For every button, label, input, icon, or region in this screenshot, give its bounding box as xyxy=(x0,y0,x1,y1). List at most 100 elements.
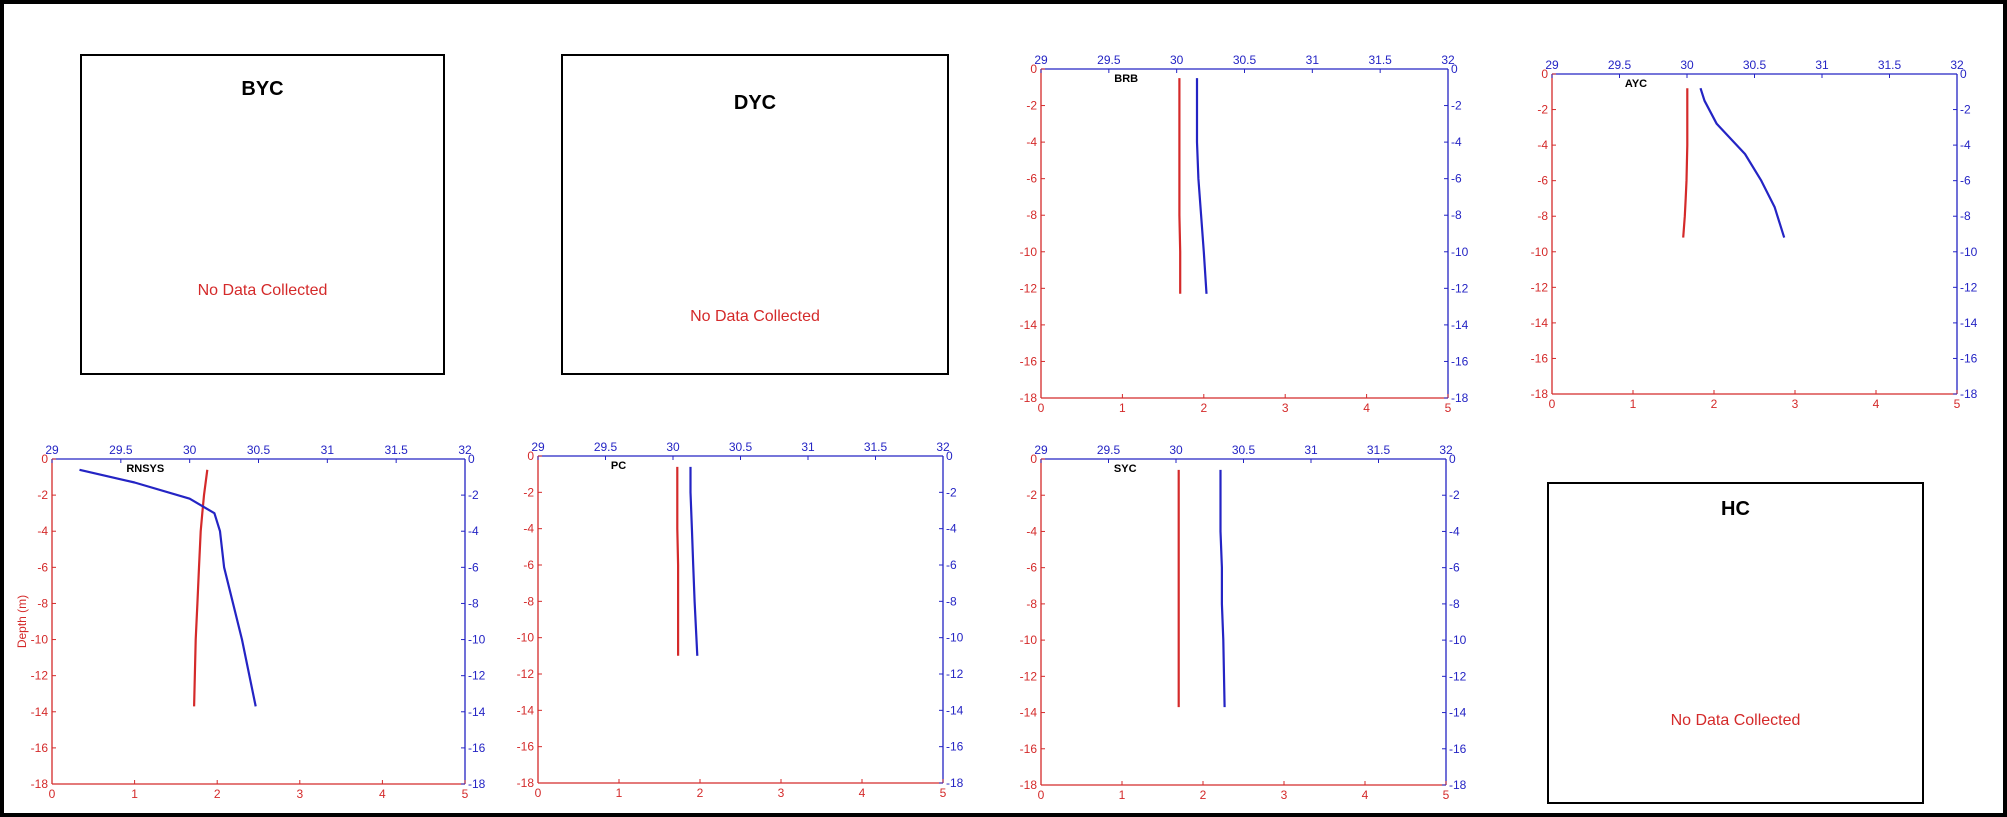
top-tick-label: 30 xyxy=(1680,58,1694,72)
left-tick-label: -2 xyxy=(1026,99,1037,113)
left-tick-label: -6 xyxy=(1537,174,1548,188)
bottom-tick-label: 1 xyxy=(1119,401,1126,415)
top-tick-label: 29 xyxy=(1034,443,1048,457)
right-tick-label: -16 xyxy=(1960,351,1978,365)
panel-byc: BYC No Data Collected xyxy=(80,54,445,375)
left-tick-label: -14 xyxy=(31,705,49,719)
left-tick-label: -6 xyxy=(1026,561,1037,575)
bottom-tick-label: 2 xyxy=(1200,788,1207,802)
right-tick-label: -10 xyxy=(1449,633,1467,647)
bottom-tick-label: 3 xyxy=(296,787,303,801)
bottom-tick-label: 4 xyxy=(859,786,866,800)
bottom-tick-label: 1 xyxy=(131,787,138,801)
right-tick-label: 0 xyxy=(946,449,953,463)
top-tick-label: 29.5 xyxy=(594,440,618,454)
right-tick-label: -16 xyxy=(946,740,964,754)
right-tick-label: -2 xyxy=(1960,103,1971,117)
right-tick-label: -6 xyxy=(1960,174,1971,188)
right-tick-label: 0 xyxy=(1449,452,1456,466)
chart-syc: 0 1 2 3 4 529 29.5 30 30.5 31 31.5 320 0-2 -2-4 -4-6 -6… xyxy=(1020,443,1467,802)
right-tick-label: -8 xyxy=(946,594,957,608)
top-tick-label: 31 xyxy=(321,443,335,457)
bottom-tick-label: 5 xyxy=(1443,788,1450,802)
left-tick-label: 0 xyxy=(41,452,48,466)
bottom-tick-label: 2 xyxy=(1200,401,1207,415)
bottom-tick-label: 2 xyxy=(697,786,704,800)
no-data-message: No Data Collected xyxy=(1670,712,1801,729)
panel-title: DYC xyxy=(733,92,777,114)
right-tick-label: -18 xyxy=(946,776,964,790)
right-tick-label: -2 xyxy=(946,485,957,499)
top-tick-label: 29.5 xyxy=(109,443,133,457)
left-tick-label: -2 xyxy=(37,488,48,502)
right-tick-label: -14 xyxy=(946,703,964,717)
left-tick-label: 0 xyxy=(1541,67,1548,81)
left-tick-label: -12 xyxy=(1020,669,1038,683)
bottom-tick-label: 1 xyxy=(1119,788,1126,802)
left-tick-label: 0 xyxy=(527,449,534,463)
station-label: PC xyxy=(611,460,626,472)
left-tick-label: -12 xyxy=(31,669,49,683)
bottom-tick-label: 4 xyxy=(1363,401,1370,415)
right-tick-label: -4 xyxy=(946,522,957,536)
right-tick-label: -18 xyxy=(1960,387,1978,401)
top-tick-label: 30.5 xyxy=(1233,53,1257,67)
left-tick-label: -16 xyxy=(1020,354,1038,368)
station-label: AYC xyxy=(1625,78,1647,90)
top-tick-label: 31.5 xyxy=(864,440,888,454)
right-tick-label: -6 xyxy=(946,558,957,572)
right-tick-label: -10 xyxy=(468,633,486,647)
right-tick-label: -16 xyxy=(1449,742,1467,756)
bottom-tick-label: 3 xyxy=(1282,401,1289,415)
bottom-tick-label: 0 xyxy=(1038,788,1045,802)
chart-ayc: 0 1 2 3 4 529 29.5 30 30.5 31 31.5 320 0-2 -2-4 -4-6 -6… xyxy=(1531,58,1978,411)
bottom-tick-label: 5 xyxy=(462,787,469,801)
station-label: RNSYS xyxy=(126,463,164,475)
right-tick-label: 0 xyxy=(1451,62,1458,76)
top-tick-label: 30.5 xyxy=(729,440,753,454)
left-tick-label: 0 xyxy=(1030,452,1037,466)
bottom-tick-label: 2 xyxy=(214,787,221,801)
right-tick-label: -4 xyxy=(1451,135,1462,149)
left-tick-label: -2 xyxy=(523,485,534,499)
top-tick-label: 31.5 xyxy=(384,443,408,457)
right-tick-label: -12 xyxy=(1449,669,1467,683)
left-tick-label: -4 xyxy=(1026,135,1037,149)
station-label: SYC xyxy=(1114,463,1137,475)
top-tick-label: 31 xyxy=(1815,58,1829,72)
left-tick-label: -6 xyxy=(523,558,534,572)
right-tick-label: -4 xyxy=(468,524,479,538)
left-tick-label: -6 xyxy=(37,560,48,574)
left-tick-label: -14 xyxy=(1531,316,1549,330)
station-label: BRB xyxy=(1114,73,1138,85)
right-tick-label: -4 xyxy=(1960,138,1971,152)
right-tick-label: -2 xyxy=(1451,99,1462,113)
bottom-tick-label: 0 xyxy=(1549,397,1556,411)
left-tick-label: -16 xyxy=(517,740,535,754)
top-tick-label: 29 xyxy=(1034,53,1048,67)
left-tick-label: 0 xyxy=(1030,62,1037,76)
no-data-message: No Data Collected xyxy=(197,282,328,299)
left-tick-label: -4 xyxy=(1026,524,1037,538)
top-tick-label: 31 xyxy=(1304,443,1318,457)
salinity-profile-line xyxy=(79,468,257,707)
chart-brb: 0 1 2 3 4 529 29.5 30 30.5 31 31.5 320 0-2 -2-4 -4-6 -6… xyxy=(1020,53,1469,415)
right-tick-label: -6 xyxy=(1449,561,1460,575)
panel-title: HC xyxy=(1721,498,1750,520)
bottom-tick-label: 5 xyxy=(1445,401,1452,415)
top-tick-label: 31.5 xyxy=(1368,53,1392,67)
top-tick-label: 29.5 xyxy=(1097,443,1121,457)
left-tick-label: -8 xyxy=(523,594,534,608)
left-tick-label: -18 xyxy=(517,776,535,790)
bottom-tick-label: 5 xyxy=(940,786,947,800)
no-data-message: No Data Collected xyxy=(690,308,820,325)
left-tick-label: -8 xyxy=(37,596,48,610)
left-tick-label: -10 xyxy=(1531,245,1549,259)
panel-hc: HC No Data Collected xyxy=(1547,482,1924,804)
right-tick-label: -12 xyxy=(468,669,486,683)
bottom-tick-label: 4 xyxy=(1873,397,1880,411)
chart-pc: 0 1 2 3 4 529 29.5 30 30.5 31 31.5 320 0-2 -2-4 -4-6 -6… xyxy=(517,440,964,800)
temperature-profile-line xyxy=(193,469,209,707)
top-tick-label: 30 xyxy=(1170,53,1184,67)
